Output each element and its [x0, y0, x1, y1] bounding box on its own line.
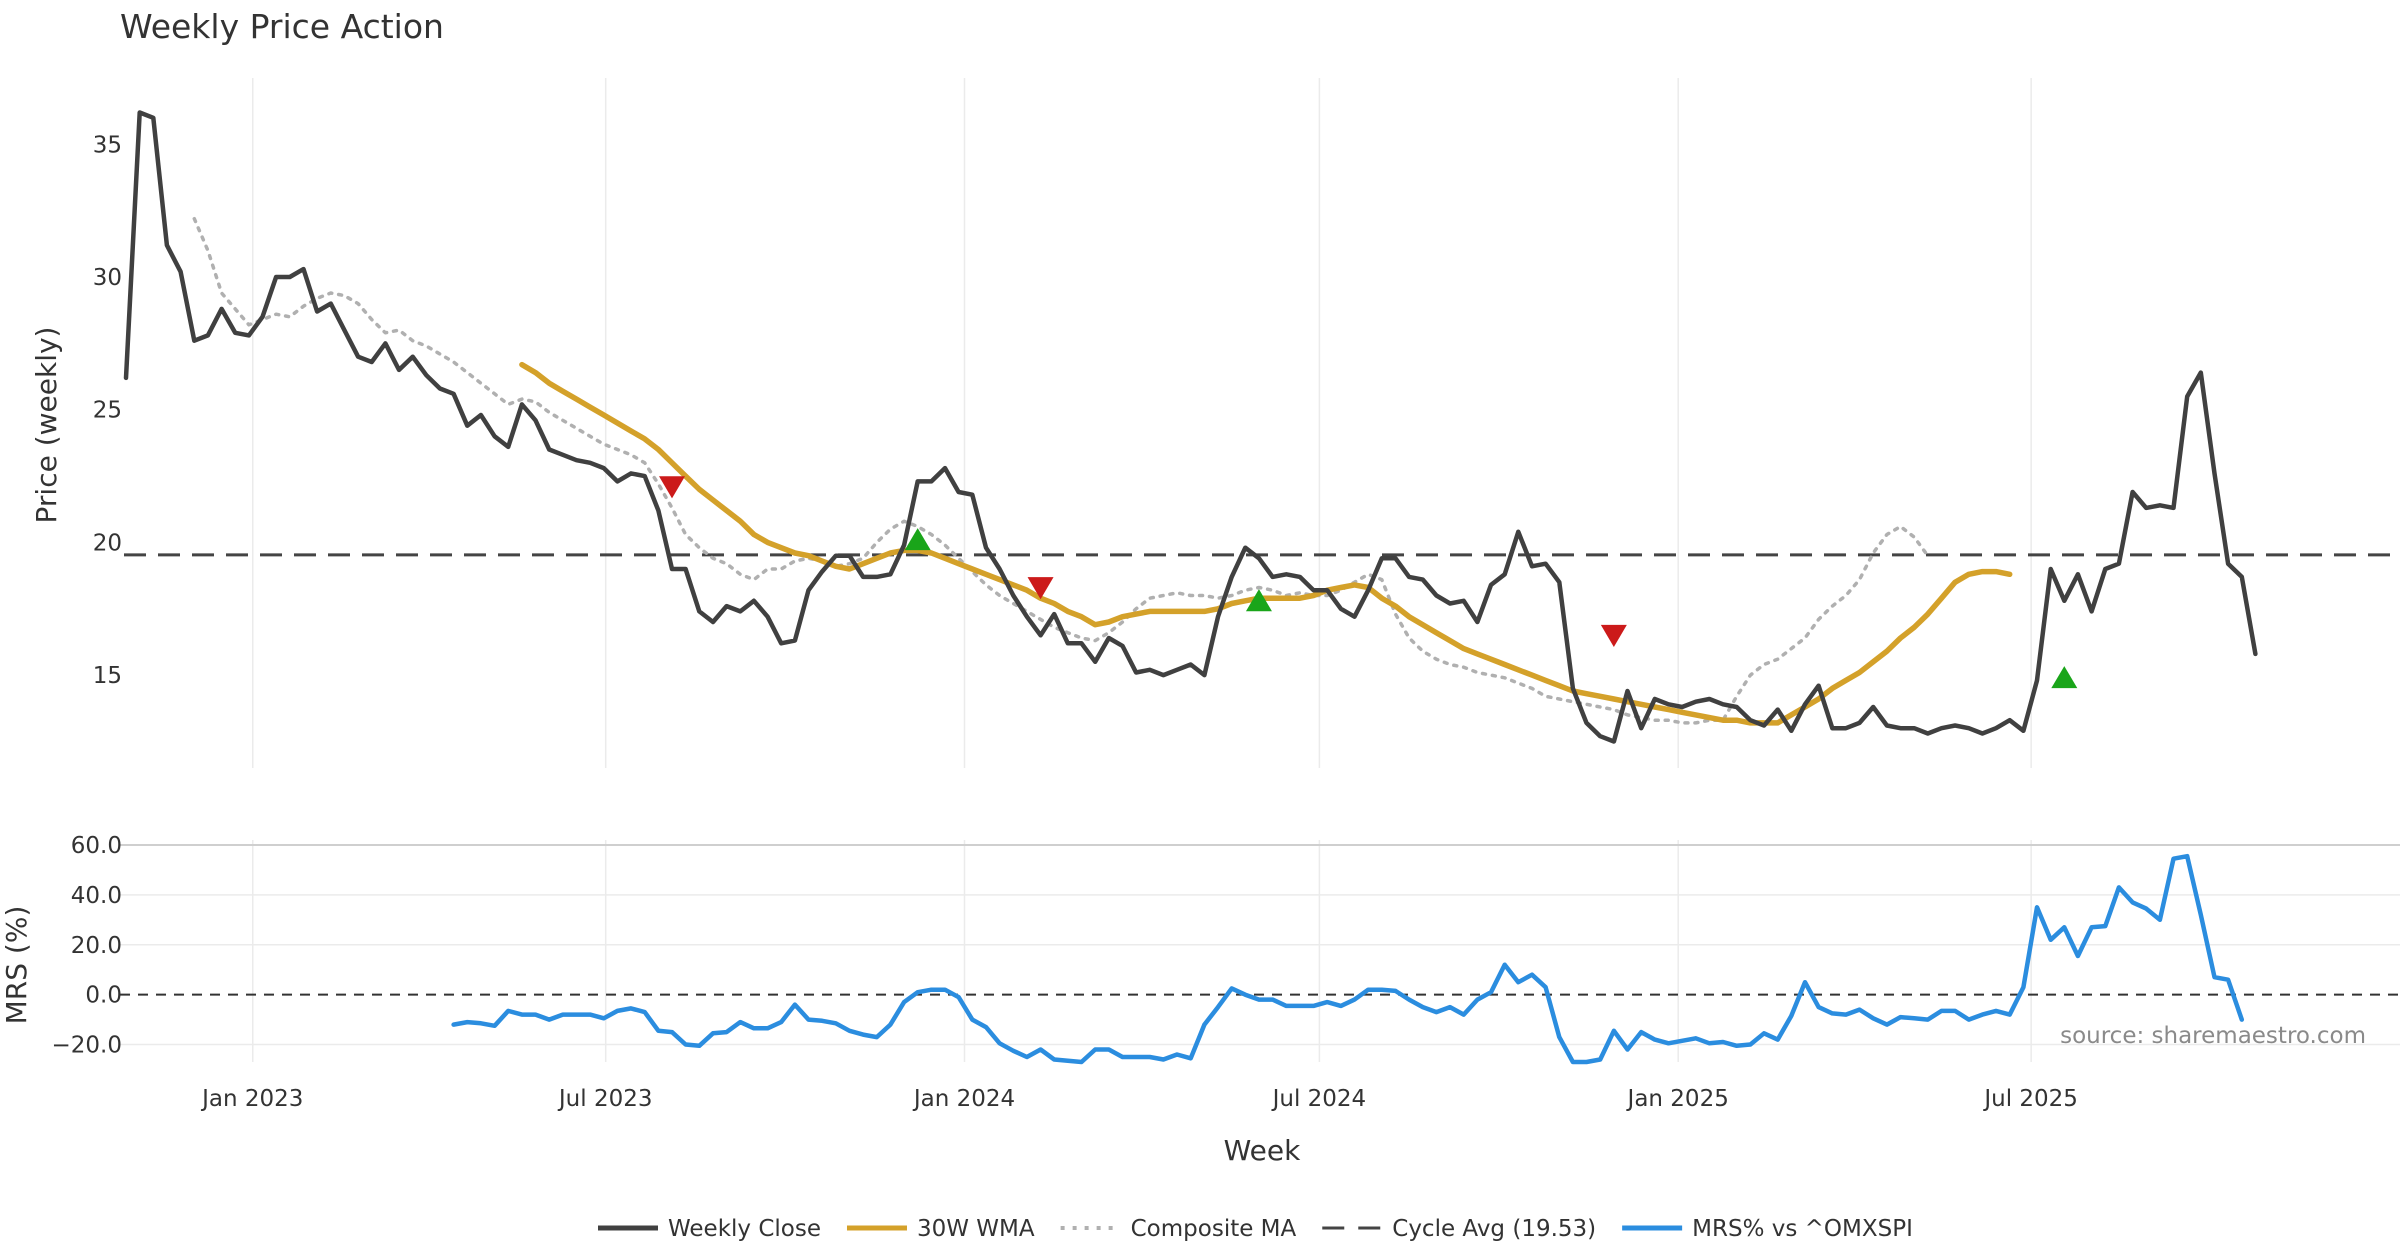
x-axis-ticks: Jan 2023 Jul 2023 Jan 2024 Jul 2024 Jan 2025… [200, 1086, 2078, 1112]
mrs-y-axis-label: MRS (%) [0, 906, 33, 1025]
mrs-y-tick-label: 20.0 [71, 933, 122, 959]
legend-label: Composite MA [1131, 1216, 1297, 1242]
price-y-axis-label: Price (weekly) [30, 327, 63, 524]
price-y-tick-label: 30 [93, 265, 122, 291]
price-y-tick-label: 20 [93, 530, 122, 556]
x-tick-label: Jan 2024 [912, 1086, 1015, 1112]
price-y-tick-label: 25 [93, 398, 122, 424]
price-y-tick-label: 15 [93, 663, 122, 689]
price-y-ticks: 15 20 25 30 35 [93, 132, 122, 689]
price-gridlines [252, 78, 2032, 768]
mrs-y-tick-label: 40.0 [71, 883, 122, 909]
x-axis-label: Week [1224, 1134, 1301, 1167]
x-tick-label: Jul 2023 [557, 1086, 653, 1112]
chart-title: Weekly Price Action [120, 7, 444, 46]
legend-label: Weekly Close [668, 1216, 821, 1242]
x-tick-label: Jan 2025 [1626, 1086, 1729, 1112]
mrs-series [451, 853, 2245, 1065]
buy-signal-marker [1245, 589, 1272, 612]
mrs-line [451, 853, 2245, 1065]
mrs-y-tick-label: 0.0 [85, 983, 122, 1009]
mrs-gridlines [120, 840, 2400, 1062]
sell-signal-marker [659, 476, 685, 499]
legend: Weekly Close 30W WMA Composite MA Cycle Avg… [598, 1216, 1913, 1242]
legend-label: MRS% vs ^OMXSPI [1692, 1216, 1913, 1242]
x-tick-label: Jul 2025 [1982, 1086, 2078, 1112]
x-tick-label: Jul 2024 [1271, 1086, 1367, 1112]
buy-signal-marker [904, 528, 931, 551]
sell-signal-marker [1600, 624, 1627, 648]
x-tick-label: Jan 2023 [200, 1086, 303, 1112]
signal-markers [659, 476, 2078, 689]
weekly-close-line [123, 110, 2258, 744]
price-y-tick-label: 35 [93, 132, 122, 158]
legend-label: Cycle Avg (19.53) [1392, 1216, 1596, 1242]
source-note: source: sharemaestro.com [2060, 1023, 2366, 1049]
sell-signal-marker [1027, 577, 1054, 600]
legend-label: 30W WMA [917, 1216, 1035, 1242]
buy-signal-marker [2051, 666, 2078, 689]
mrs-y-tick-label: 60.0 [71, 833, 122, 859]
mrs-y-tick-label: −20.0 [52, 1033, 122, 1059]
mrs-y-ticks: −20.0 0.0 20.0 40.0 60.0 [52, 833, 122, 1059]
price-series [123, 110, 2400, 744]
